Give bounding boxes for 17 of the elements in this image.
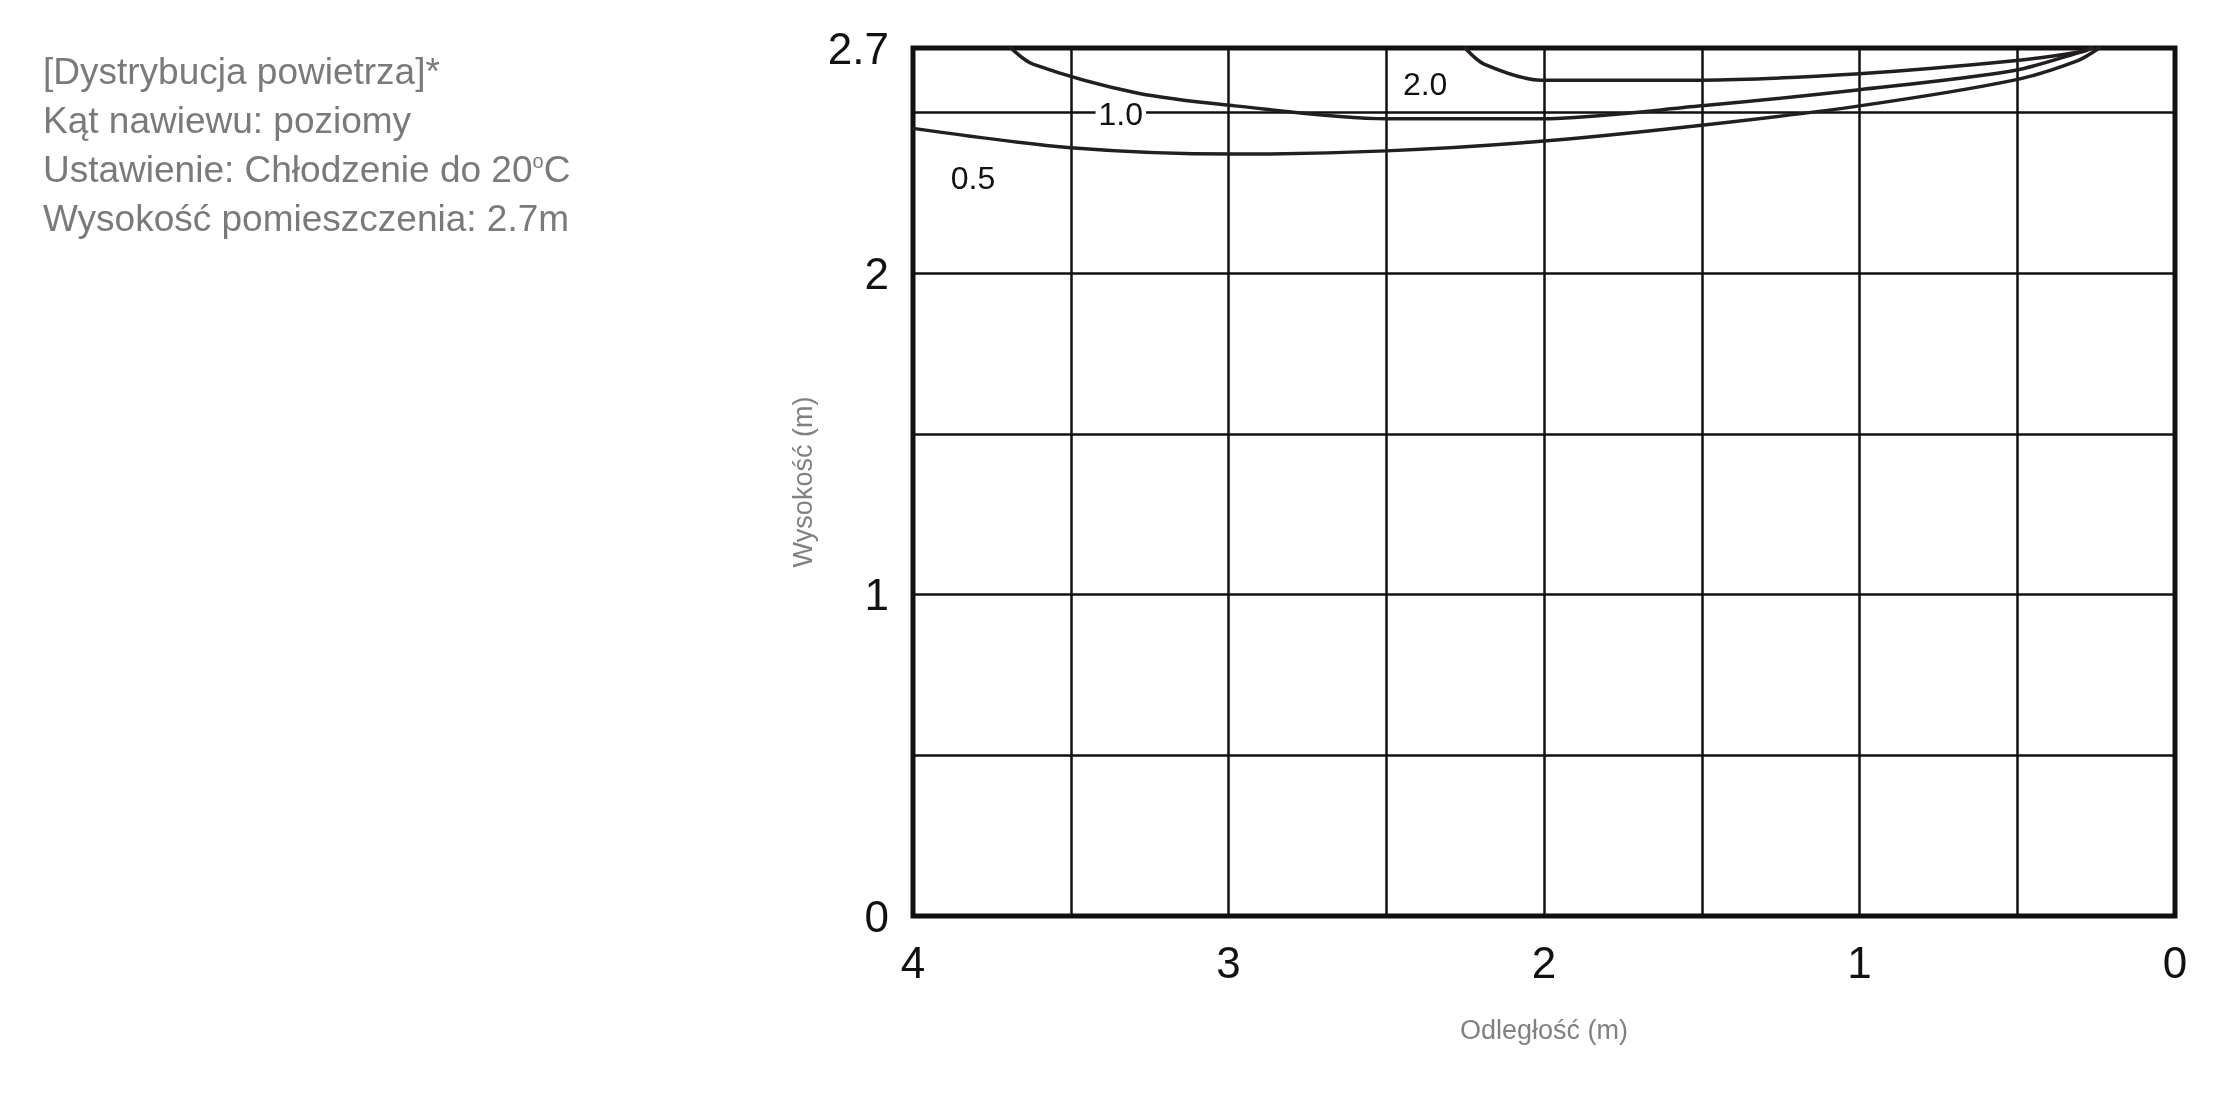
series-label: 2.0 — [1402, 66, 1448, 102]
x-tick-label: 4 — [900, 937, 926, 987]
y-tick-label: 2 — [864, 248, 889, 298]
x-tick-label: 3 — [1216, 937, 1241, 987]
x-tick-label: 2 — [1531, 937, 1557, 987]
text: Kąt nawiewu: poziomy — [43, 100, 412, 141]
x-tick-label: 1 — [1847, 937, 1872, 987]
y-axis-title: Wysokość (m) — [788, 396, 819, 568]
y-tick-label: 0 — [864, 891, 889, 941]
y-tick-label: 2.7 — [827, 23, 889, 73]
x-tick-label: 0 — [2162, 937, 2188, 987]
x-axis-title: Odległość (m) — [1459, 1014, 1629, 1045]
text: [Dystrybucja powietrza]* — [43, 51, 440, 92]
text: Wysokość pomieszczenia: 2.7m — [43, 198, 570, 239]
series-label: 1.0 — [1098, 96, 1144, 132]
y-tick-label: 1 — [864, 570, 889, 620]
series-label: 0.5 — [950, 160, 996, 197]
